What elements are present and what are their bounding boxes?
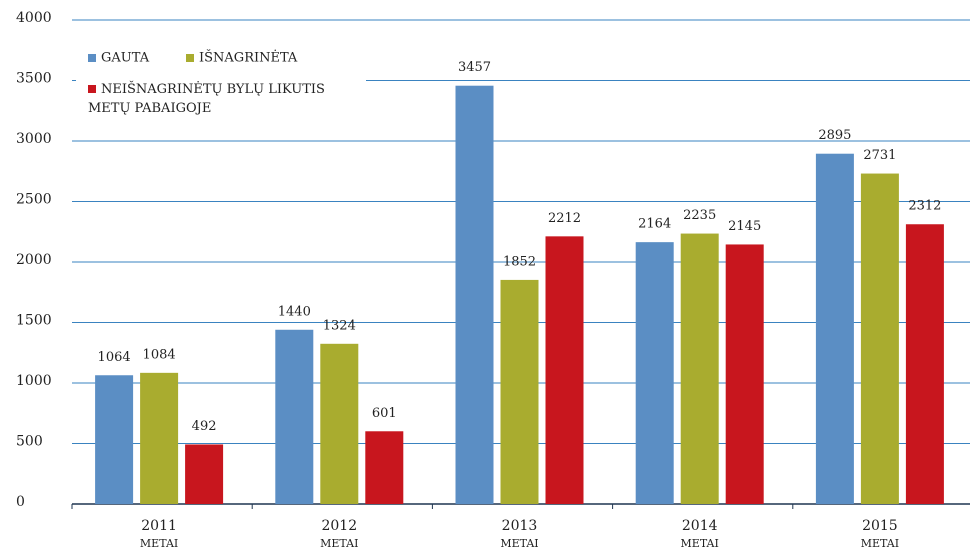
y-tick-label: 3000 (16, 131, 52, 147)
value-label: 2145 (728, 219, 761, 234)
legend-swatch (186, 54, 194, 62)
x-tick-label: 2013 (502, 518, 538, 534)
bar (185, 444, 224, 504)
value-label: 2895 (818, 128, 851, 143)
x-axis-label: METAI (861, 537, 899, 550)
x-tick-label: 2015 (862, 518, 898, 534)
y-tick-label: 1500 (16, 313, 52, 329)
value-label: 1084 (143, 347, 176, 362)
bar (365, 431, 404, 504)
x-tick-label: 2012 (321, 518, 357, 534)
bar (275, 329, 314, 504)
value-label: 2212 (548, 211, 581, 226)
value-label: 1852 (503, 254, 536, 269)
x-axis-label: METAI (140, 537, 178, 550)
x-tick-label: 2014 (682, 518, 718, 534)
value-label: 1440 (278, 304, 311, 319)
x-axis-label: METAI (320, 537, 358, 550)
bar (680, 233, 719, 504)
bar (500, 279, 539, 504)
y-tick-label: 1000 (16, 373, 52, 389)
bar (635, 242, 674, 504)
bar (455, 85, 494, 504)
bar (725, 244, 764, 504)
legend-label: IŠNAGRINĖTA (199, 49, 298, 66)
value-label: 2731 (863, 148, 896, 163)
x-axis-label: METAI (681, 537, 719, 550)
x-axis-label: METAI (500, 537, 538, 550)
value-label: 2312 (908, 199, 941, 214)
bar (545, 236, 584, 504)
y-tick-label: 2500 (16, 192, 52, 208)
legend-background (76, 30, 366, 124)
y-tick-label: 3500 (16, 71, 52, 87)
value-label: 1324 (323, 318, 356, 333)
y-tick-label: 2000 (16, 252, 52, 268)
bar (140, 372, 179, 504)
value-label: 2235 (683, 208, 716, 223)
value-label: 601 (372, 406, 397, 421)
y-tick-label: 4000 (16, 10, 52, 26)
value-label: 3457 (458, 60, 491, 75)
x-tick-label: 2011 (141, 518, 177, 534)
bar (815, 153, 854, 504)
bar (860, 173, 899, 504)
bar (905, 224, 944, 505)
bar (320, 343, 359, 504)
value-label: 492 (192, 419, 217, 434)
legend-label: NEIŠNAGRINĖTŲ BYLŲ LIKUTIS METŲ PABAIGOJE (88, 80, 325, 116)
y-tick-label: 0 (16, 494, 25, 510)
value-label: 1064 (98, 350, 131, 365)
legend-swatch (88, 54, 96, 62)
y-tick-label: 500 (16, 434, 43, 450)
value-label: 2164 (638, 217, 671, 232)
legend-label: GAUTA (101, 51, 150, 66)
bar (95, 375, 134, 504)
legend-swatch (88, 85, 96, 93)
